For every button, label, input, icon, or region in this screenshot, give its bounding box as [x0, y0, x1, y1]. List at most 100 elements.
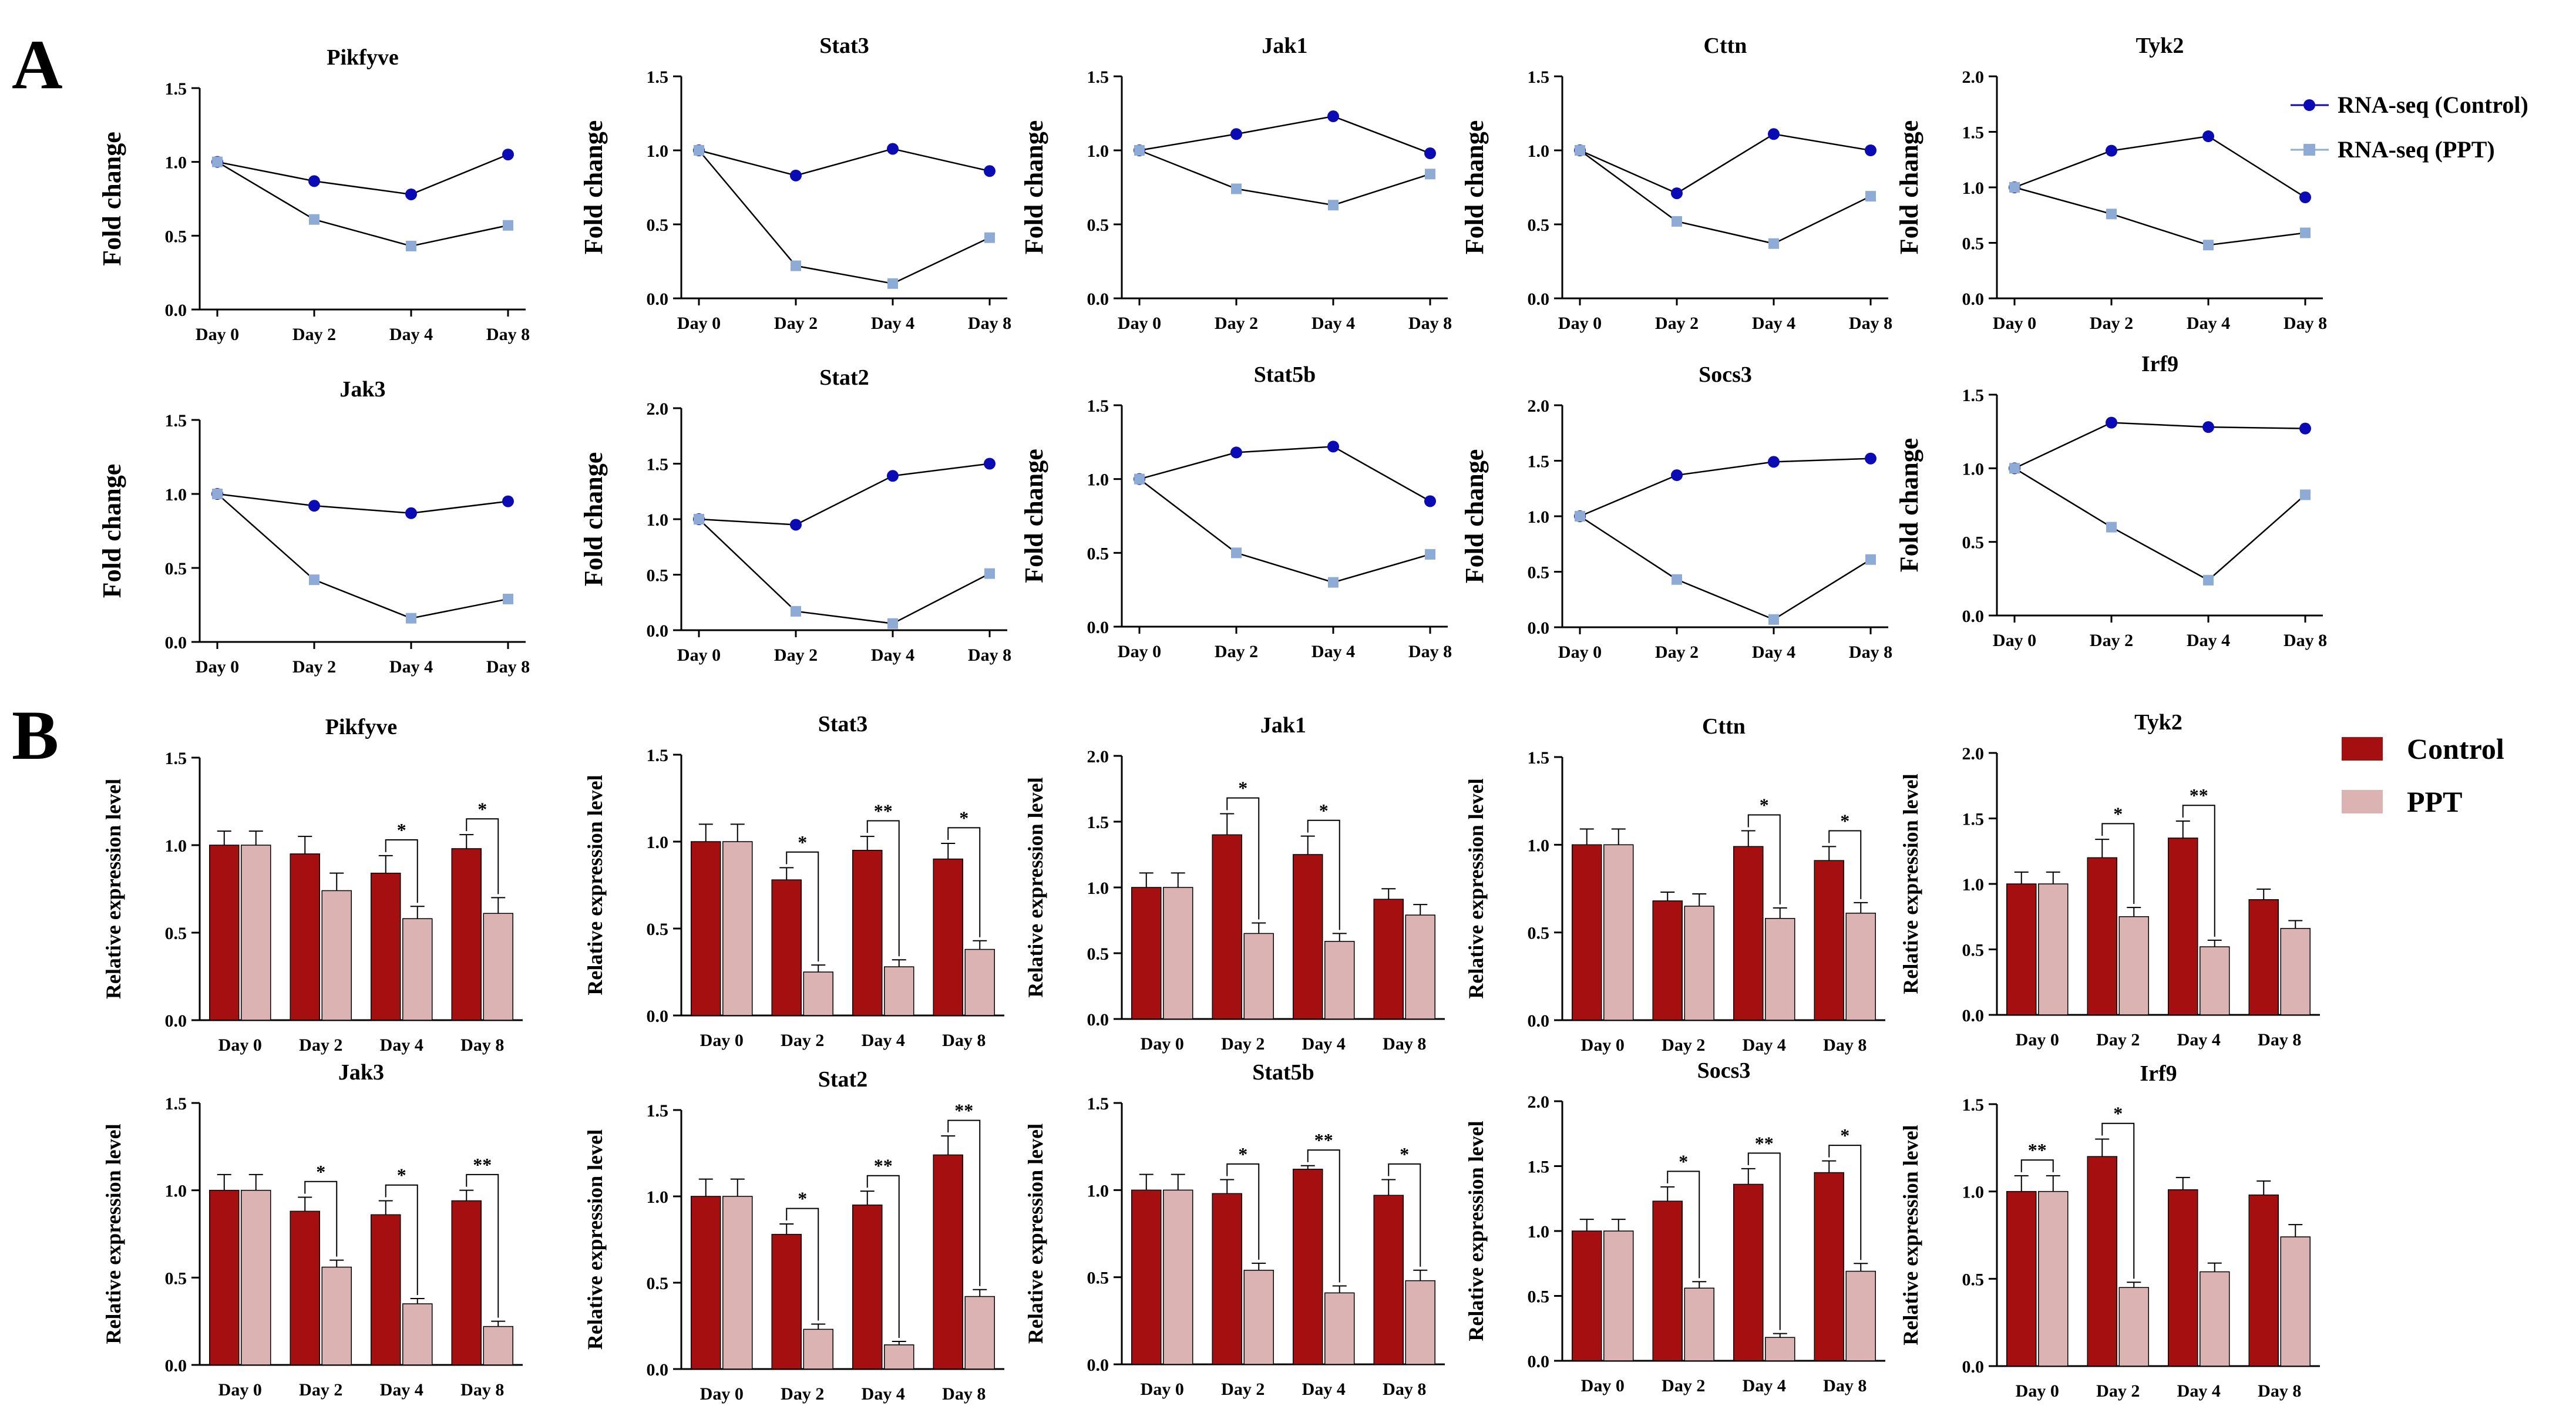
- chart-a-jak3-y-tick-label: 0.5: [165, 559, 187, 579]
- chart-b-socs3: Socs3 0.0 0.5 1.0 1.5 2.0 Relative expression …: [1464, 1058, 1885, 1395]
- chart-b-stat3-title: Stat3: [818, 712, 867, 736]
- chart-b-stat2: Stat2 0.0 0.5 1.0 1.5 Relative expression lev…: [583, 1067, 1004, 1404]
- chart-a-pikfyve-y-tick-label: 0.5: [165, 227, 187, 246]
- chart-b-stat3-bar-ppt: [722, 841, 753, 1016]
- chart-b-pikfyve-x-tick-label: Day 4: [380, 1035, 423, 1055]
- chart-a-jak1-y-label: Fold change: [1020, 120, 1048, 255]
- chart-a-stat5b-point-ppt: [1425, 549, 1435, 560]
- chart-a-stat5b-point-ppt: [1328, 577, 1339, 588]
- chart-b-pikfyve: Pikfyve 0.0 0.5 1.0 1.5 Relative expression l…: [102, 715, 523, 1055]
- chart-a-stat5b-point-ppt: [1231, 547, 1242, 559]
- chart-a-socs3-x-tick-label: Day 4: [1752, 643, 1795, 662]
- chart-b-jak1-bar-control: [1131, 887, 1162, 1020]
- chart-b-tyk2-x-tick-label: Day 8: [2258, 1030, 2301, 1050]
- chart-b-stat5b-x-tick-label: Day 0: [1141, 1380, 1184, 1399]
- chart-a-jak1-line-ppt: [1139, 149, 1431, 206]
- chart-a-stat3-x-tick-label: Day 2: [774, 314, 818, 333]
- chart-a-stat3-x-tick-label: Day 8: [968, 314, 1011, 333]
- chart-a-socs3-line-ppt: [1579, 515, 1871, 621]
- chart-b-jak3-x-tick-label: Day 2: [299, 1380, 342, 1400]
- chart-b-stat2-y-tick-label: 1.0: [647, 1188, 669, 1207]
- chart-b-jak1-significance-bracket: [1307, 819, 1340, 930]
- chart-a-stat2-point-ppt: [984, 568, 995, 579]
- chart-a-tyk2-y-label: Fold change: [1895, 120, 1923, 255]
- chart-a-pikfyve-x-tick-label: Day 8: [486, 325, 530, 344]
- chart-b-socs3-y-tick-label: 1.0: [1528, 1222, 1550, 1242]
- chart-a-jak1-point-control: [1230, 128, 1242, 140]
- legend-a-control-label: RNA-seq (Control): [2338, 92, 2528, 118]
- chart-a-pikfyve-x-tick-label: Day 0: [196, 325, 239, 344]
- legend-b-ppt-label: PPT: [2407, 785, 2462, 818]
- chart-b-tyk2-bar-control: [2087, 857, 2117, 1015]
- chart-b-jak1-bar-ppt: [1163, 887, 1193, 1020]
- chart-b-cttn-bar-control: [1733, 846, 1764, 1021]
- chart-b-stat2-x-tick-label: Day 0: [700, 1384, 744, 1404]
- chart-b-irf9-significance-bracket: [2020, 1159, 2054, 1172]
- chart-b-cttn-bar-control: [1572, 844, 1602, 1021]
- chart-b-stat5b: Stat5b 0.0 0.5 1.0 1.5 Relative expression le…: [1024, 1060, 1445, 1399]
- chart-a-cttn: Cttn 0.0 0.5 1.0 1.5 Fold change Day 0 Day 2 Day…: [1460, 33, 1892, 333]
- legend-b-control-swatch: [2342, 737, 2383, 761]
- legend-a: RNA-seq (Control) RNA-seq (PPT): [2291, 92, 2528, 163]
- chart-a-cttn-x-tick-label: Day 0: [1558, 314, 1602, 333]
- chart-a-pikfyve-point-ppt: [503, 220, 513, 231]
- chart-b-stat5b-bar-ppt: [1405, 1280, 1435, 1365]
- chart-b-jak3-y-tick-label: 1.5: [165, 1094, 187, 1114]
- chart-b-stat5b-x-tick-label: Day 4: [1302, 1380, 1346, 1399]
- chart-a-stat5b-x-tick-label: Day 4: [1311, 642, 1355, 661]
- chart-a-stat3-point-ppt: [694, 145, 704, 156]
- chart-a-cttn-point-ppt: [1575, 145, 1585, 156]
- chart-a-jak3-point-ppt: [212, 489, 223, 499]
- chart-a-tyk2-point-control: [2299, 191, 2311, 204]
- chart-a-stat2-line-ppt: [698, 519, 990, 624]
- chart-b-jak3: Jak3 0.0 0.5 1.0 1.5 Relative expression leve…: [102, 1060, 523, 1400]
- chart-a-stat5b-y-tick-label: 1.0: [1087, 470, 1109, 490]
- chart-a-stat3-line-control: [698, 148, 990, 177]
- chart-b-pikfyve-bar-control: [451, 848, 482, 1021]
- chart-b-jak3-bar-ppt: [321, 1266, 352, 1366]
- chart-b-irf9-y-tick-label: 0.0: [1962, 1357, 1985, 1377]
- chart-a-irf9-x-tick-label: Day 8: [2284, 631, 2327, 650]
- chart-b-stat3-y-tick-label: 0.0: [647, 1007, 669, 1026]
- chart-b-stat2-significance-label: *: [798, 1188, 807, 1209]
- chart-b-socs3-bar-ppt: [1684, 1287, 1714, 1361]
- chart-b-irf9-y-label: Relative expression level: [1899, 1125, 1922, 1345]
- chart-b-jak1-x-tick-label: Day 0: [1141, 1034, 1184, 1054]
- chart-b-cttn-significance-bracket: [1828, 830, 1862, 899]
- chart-b-irf9-x-tick-label: Day 8: [2258, 1381, 2301, 1401]
- chart-a-irf9-point-ppt: [2300, 489, 2311, 500]
- chart-b-pikfyve-bar-control: [209, 845, 240, 1021]
- chart-a-stat2-y-tick-label: 1.5: [647, 455, 669, 475]
- chart-a-stat2-point-ppt: [887, 618, 898, 629]
- chart-b-irf9-y-tick-label: 1.5: [1962, 1095, 1985, 1115]
- chart-a-jak1-point-ppt: [1231, 183, 1242, 194]
- chart-a-stat5b-x-tick-label: Day 0: [1118, 642, 1161, 661]
- chart-b-stat5b-significance-bracket: [1226, 1163, 1260, 1260]
- chart-b-stat5b-y-tick-label: 1.0: [1087, 1181, 1109, 1200]
- chart-b-jak1-x-tick-label: Day 4: [1302, 1034, 1346, 1054]
- chart-a-stat3-y-tick-label: 0.0: [647, 290, 669, 309]
- chart-b-irf9-bar-ppt: [2118, 1287, 2149, 1367]
- chart-a-socs3-x-tick-label: Day 2: [1655, 643, 1699, 662]
- chart-b-pikfyve-y-label: Relative expression level: [102, 779, 125, 999]
- chart-a-pikfyve-y-label: Fold change: [97, 132, 126, 266]
- chart-a-stat2-point-ppt: [791, 606, 801, 617]
- chart-a-jak1-point-control: [1424, 147, 1436, 160]
- chart-b-stat5b-bar-control: [1131, 1189, 1162, 1365]
- chart-b-socs3-significance-label: **: [1755, 1132, 1774, 1153]
- chart-b-tyk2-bar-ppt: [2200, 946, 2230, 1015]
- chart-a-cttn-line-ppt: [1579, 149, 1871, 245]
- chart-a-tyk2-y-tick-label: 0.0: [1962, 290, 1985, 309]
- chart-a-jak3-x-tick-label: Day 8: [486, 657, 530, 677]
- chart-b-jak1-title: Jak1: [1260, 713, 1306, 738]
- chart-a-socs3-y-tick-label: 0.0: [1528, 618, 1550, 638]
- chart-a-cttn-y-label: Fold change: [1460, 120, 1489, 255]
- chart-a-cttn-point-control: [1671, 187, 1683, 200]
- chart-b-socs3-bar-control: [1733, 1183, 1764, 1361]
- chart-a-stat2-x-tick-label: Day 4: [871, 645, 914, 665]
- chart-a-tyk2-line-ppt: [2014, 186, 2306, 246]
- chart-a-stat3-title: Stat3: [819, 33, 869, 58]
- chart-a-stat3-point-control: [790, 169, 802, 181]
- chart-b-jak3-significance-label: *: [397, 1165, 406, 1186]
- chart-b-jak3-significance-bracket: [466, 1173, 499, 1318]
